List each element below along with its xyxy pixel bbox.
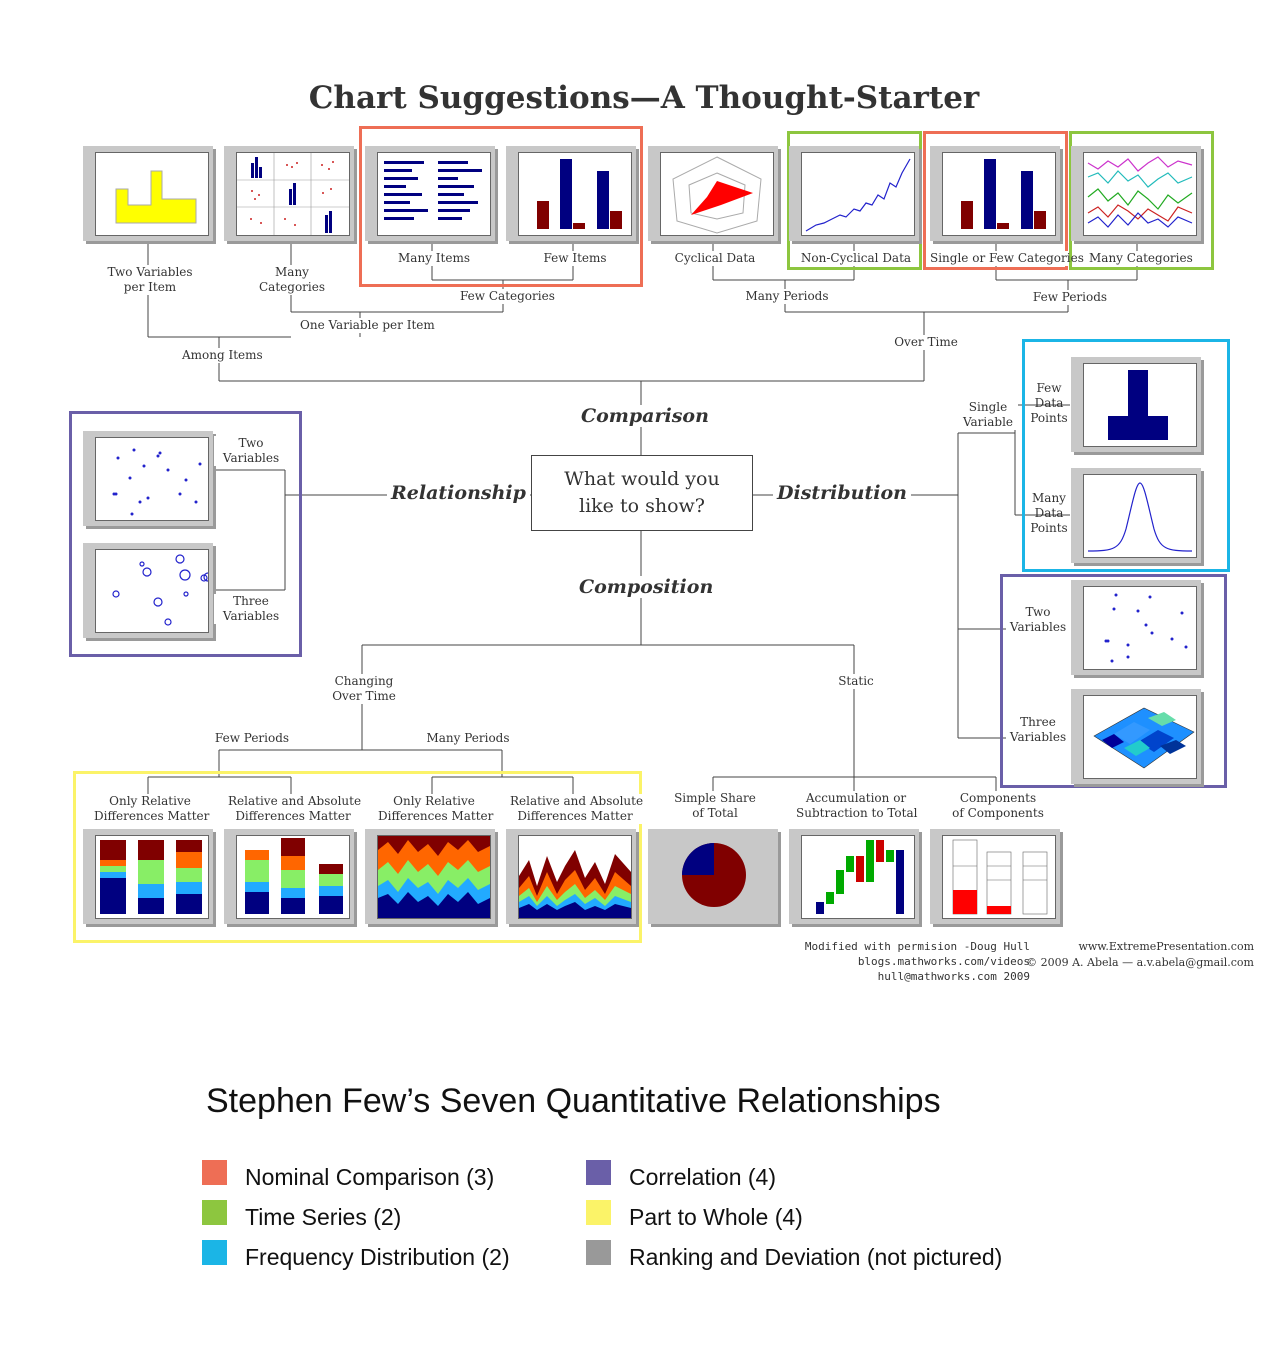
credits-site: www.ExtremePresentation.com <box>1078 940 1254 953</box>
line-chart-non-cyclical-thumbnail <box>789 146 919 241</box>
label-non-cyclical-data: Non-Cyclical Data <box>798 251 914 266</box>
label-many-items: Many Items <box>392 251 476 266</box>
nominal-frame-single-few <box>923 131 1068 270</box>
waterfall-chart-thumbnail <box>789 829 919 924</box>
column-chart-single-few-thumbnail <box>930 146 1060 241</box>
multi-line-chart-thumbnail <box>1071 146 1201 241</box>
label-single-variable: Single Variable <box>958 400 1018 430</box>
label-many-periods-top: Many Periods <box>742 289 832 304</box>
label-relationship-three-variables: Three Variables <box>214 594 288 624</box>
credits-line-1: Modified with permision -Doug Hull <box>804 940 1030 953</box>
chart-title: Chart Suggestions—A Thought-Starter <box>308 80 980 116</box>
label-distribution-two-variables: Two Variables <box>1006 605 1070 635</box>
label-one-variable-per-item: One Variable per Item <box>298 318 435 333</box>
correlation-frame-distribution <box>1000 574 1227 788</box>
label-relationship-two-variables: Two Variables <box>214 436 288 466</box>
part-to-whole-frame <box>73 771 642 943</box>
legend-label: Nominal Comparison (3) <box>245 1164 495 1190</box>
credits-line-2: blogs.mathworks.com/videos <box>857 955 1030 968</box>
legend-swatch <box>202 1160 227 1185</box>
credits-doug-hull: Modified with permision -Doug Hull blogs… <box>790 939 1030 984</box>
bubble-chart-thumbnail <box>83 543 213 638</box>
frequency-frame-distribution <box>1022 339 1230 572</box>
center-question-box: What would you like to show? <box>531 455 753 531</box>
label-components: Components of Components <box>946 791 1050 821</box>
time-series-frame-many-categories <box>1069 131 1214 270</box>
radar-chart-thumbnail <box>648 146 778 241</box>
nominal-frame-many-few-items <box>359 126 643 287</box>
legend-label: Frequency Distribution (2) <box>245 1244 510 1270</box>
label-accumulation: Accumulation or Subtraction to Total <box>794 791 918 821</box>
stacked-100-area-thumbnail <box>365 829 495 924</box>
column-histogram-thumbnail <box>83 146 213 241</box>
legend-label: Time Series (2) <box>245 1204 402 1230</box>
label-cyclical-data: Cyclical Data <box>668 251 762 266</box>
legend-label: Ranking and Deviation (not pictured) <box>629 1244 1003 1270</box>
label-few-items: Few Items <box>538 251 612 266</box>
label-composition-many-periods: Many Periods <box>422 731 514 746</box>
column-chart-few-items-thumbnail <box>506 146 636 241</box>
label-relative-absolute-2: Relative and Absolute Differences Matter <box>508 794 644 824</box>
line-histogram-many-points-thumbnail <box>1071 468 1201 563</box>
label-over-time: Over Time <box>890 335 962 350</box>
branch-distribution: Distribution <box>773 482 911 504</box>
stacked-column-thumbnail <box>224 829 354 924</box>
correlation-frame-relationship <box>69 411 302 657</box>
scatter-distribution-thumbnail <box>1071 580 1201 675</box>
legend-swatch <box>586 1160 611 1185</box>
legend-swatch <box>586 1240 611 1265</box>
scatter-matrix-thumbnail <box>224 146 354 241</box>
credits-copyright: © 2009 A. Abela — a.v.abela@gmail.com <box>1026 956 1254 969</box>
label-few-categories: Few Categories <box>458 289 555 304</box>
label-distribution-three-variables: Three Variables <box>1006 715 1070 745</box>
label-only-relative-2: Only Relative Differences Matter <box>376 794 494 824</box>
center-question-line1: What would you <box>564 468 720 490</box>
label-many-categories-right: Many Categories <box>1087 251 1193 266</box>
label-composition-few-periods: Few Periods <box>212 731 292 746</box>
label-few-data-points: Few Data Points <box>1030 381 1068 425</box>
branch-comparison: Comparison <box>577 405 713 427</box>
scatter-two-variables-thumbnail <box>83 431 213 526</box>
legend-swatch <box>586 1200 611 1225</box>
legend-swatch <box>202 1200 227 1225</box>
branch-relationship: Relationship <box>387 482 530 504</box>
label-many-categories-left: Many Categories <box>250 265 334 295</box>
stacked-100-column-thumbnail <box>83 829 213 924</box>
legend-label: Correlation (4) <box>629 1164 776 1190</box>
label-changing-over-time: Changing Over Time <box>322 674 406 704</box>
legend-label: Part to Whole (4) <box>629 1204 803 1230</box>
3d-area-chart-thumbnail <box>1071 689 1201 784</box>
time-series-frame-non-cyclical <box>787 131 922 270</box>
stacked-100-waterfall-thumbnail <box>930 829 1060 924</box>
legend-swatch <box>202 1240 227 1265</box>
branch-composition: Composition <box>575 576 718 598</box>
pie-chart-thumbnail <box>648 829 778 924</box>
legend-title: Stephen Few’s Seven Quantitative Relatio… <box>206 1082 941 1120</box>
label-single-or-few-categories: Single or Few Categories <box>928 251 1084 266</box>
label-static: Static <box>830 674 882 689</box>
label-among-items: Among Items <box>180 348 264 363</box>
label-few-periods-top: Few Periods <box>1030 290 1110 305</box>
label-relative-absolute-1: Relative and Absolute Differences Matter <box>226 794 362 824</box>
label-many-data-points: Many Data Points <box>1030 491 1068 535</box>
column-histogram-few-points-thumbnail <box>1071 357 1201 452</box>
credits-line-3: hull@mathworks.com 2009 <box>877 970 1030 983</box>
label-two-variables-per-item: Two Variables per Item <box>98 265 202 295</box>
bar-table-thumbnail <box>365 146 495 241</box>
center-question-line2: like to show? <box>579 495 705 517</box>
stacked-area-thumbnail <box>506 829 636 924</box>
label-simple-share: Simple Share of Total <box>668 791 762 821</box>
label-only-relative-1: Only Relative Differences Matter <box>92 794 210 824</box>
credits-abela: www.ExtremePresentation.com © 2009 A. Ab… <box>1014 939 1254 971</box>
